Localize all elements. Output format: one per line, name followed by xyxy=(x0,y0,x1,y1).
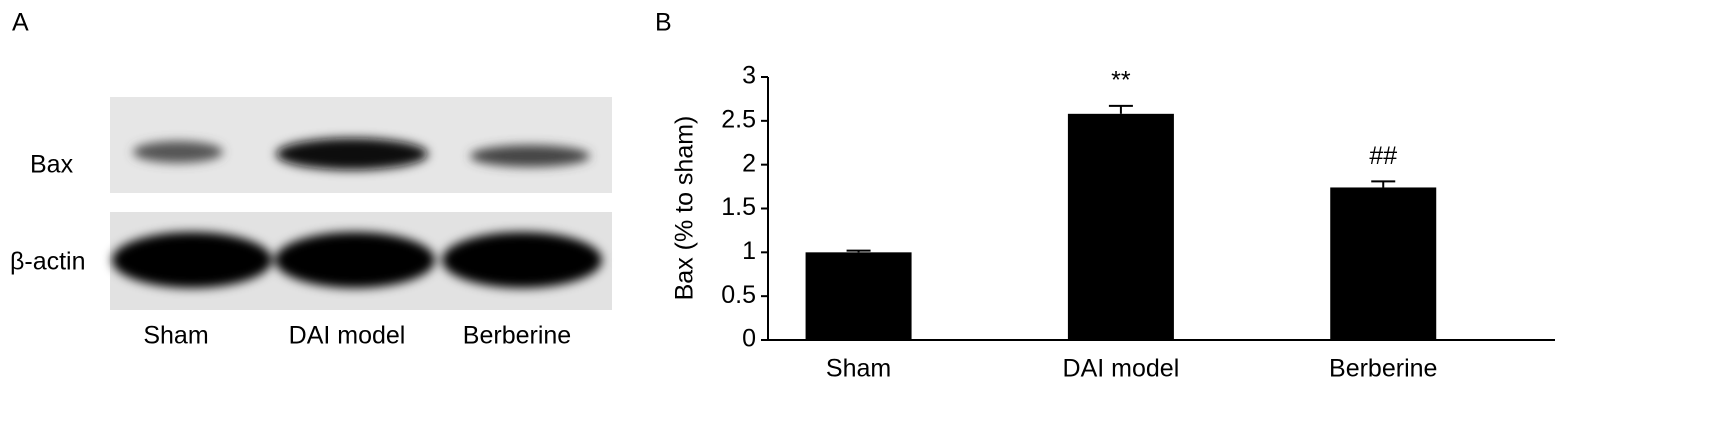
y-tick-label: 3 xyxy=(742,62,756,90)
band xyxy=(112,232,272,288)
lane-label: Berberine xyxy=(463,322,571,350)
panel-label: B xyxy=(655,9,672,37)
band xyxy=(276,138,428,170)
y-tick-label: 1.5 xyxy=(721,193,756,221)
blot-row-label: β-actin xyxy=(10,248,86,276)
band xyxy=(133,141,223,163)
bands xyxy=(112,138,602,288)
band xyxy=(470,145,590,167)
lane-label: DAI model xyxy=(289,322,406,350)
bar xyxy=(1330,187,1437,340)
significance-label: ## xyxy=(1369,142,1397,170)
x-tick-label: DAI model xyxy=(1063,355,1180,383)
panel-label: A xyxy=(12,9,29,37)
x-tick-label: Berberine xyxy=(1329,355,1437,383)
blot xyxy=(110,97,612,310)
y-tick-label: 2 xyxy=(742,149,756,177)
x-tick-label: Sham xyxy=(826,355,891,383)
y-tick-label: 1 xyxy=(742,237,756,265)
y-tick-label: 2.5 xyxy=(721,105,756,133)
bar xyxy=(1067,113,1174,340)
y-tick-label: 0 xyxy=(742,325,756,353)
y-axis-label: Bax (% to sham) xyxy=(671,116,699,301)
band xyxy=(275,232,435,288)
y-tick-label: 0.5 xyxy=(721,281,756,309)
bar xyxy=(805,252,912,340)
band xyxy=(442,232,602,288)
significance-label: ** xyxy=(1111,67,1131,95)
lane-label: Sham xyxy=(143,322,208,350)
blot-row-label: Bax xyxy=(30,151,74,179)
